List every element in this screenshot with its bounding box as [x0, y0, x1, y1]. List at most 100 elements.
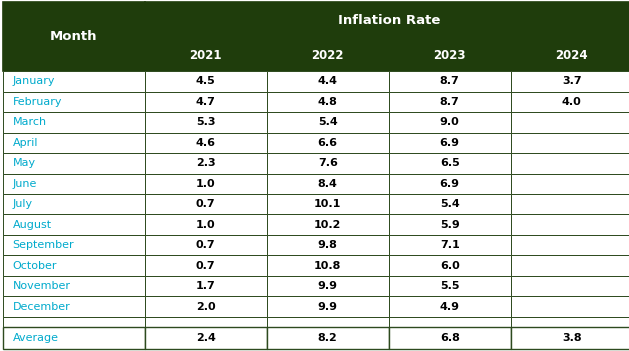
Text: 0.7: 0.7: [196, 240, 216, 250]
Text: 2021: 2021: [189, 49, 222, 62]
Text: 8.7: 8.7: [440, 97, 460, 107]
Bar: [267, 276, 389, 296]
Text: April: April: [13, 138, 38, 148]
Bar: [511, 133, 629, 153]
Text: 6.9: 6.9: [440, 138, 460, 148]
Bar: [267, 235, 389, 256]
Bar: [3, 296, 145, 317]
Text: 2.3: 2.3: [196, 158, 216, 168]
Text: 8.2: 8.2: [318, 333, 338, 343]
Text: 1.0: 1.0: [196, 220, 216, 230]
Text: January: January: [13, 77, 55, 86]
Text: 6.6: 6.6: [318, 138, 338, 148]
Bar: [3, 2, 145, 71]
Bar: [389, 40, 511, 71]
Text: 9.9: 9.9: [318, 302, 338, 312]
Bar: [389, 317, 511, 327]
Bar: [145, 153, 267, 173]
Text: 5.4: 5.4: [440, 199, 460, 209]
Bar: [267, 133, 389, 153]
Bar: [145, 133, 267, 153]
Text: 6.8: 6.8: [440, 333, 460, 343]
Bar: [511, 92, 629, 112]
Bar: [3, 71, 145, 92]
Text: 2.0: 2.0: [196, 302, 216, 312]
Bar: [145, 173, 267, 194]
Text: May: May: [13, 158, 36, 168]
Text: November: November: [13, 281, 70, 291]
Bar: [389, 112, 511, 133]
Bar: [511, 112, 629, 133]
Bar: [3, 153, 145, 173]
Bar: [511, 194, 629, 214]
Bar: [389, 214, 511, 235]
Bar: [511, 276, 629, 296]
Bar: [145, 194, 267, 214]
Bar: [389, 256, 511, 276]
Text: Inflation Rate: Inflation Rate: [338, 14, 440, 27]
Text: Month: Month: [50, 30, 97, 43]
Text: 4.9: 4.9: [440, 302, 460, 312]
Text: 4.6: 4.6: [196, 138, 216, 148]
Text: 4.0: 4.0: [562, 97, 582, 107]
Text: October: October: [13, 261, 57, 271]
Bar: [389, 71, 511, 92]
Bar: [267, 112, 389, 133]
Text: 10.2: 10.2: [314, 220, 342, 230]
Text: 5.3: 5.3: [196, 117, 216, 127]
Text: 6.9: 6.9: [440, 179, 460, 189]
Text: 5.4: 5.4: [318, 117, 338, 127]
Bar: [3, 276, 145, 296]
Bar: [511, 153, 629, 173]
Bar: [389, 327, 511, 349]
Text: 4.4: 4.4: [318, 77, 338, 86]
Text: 3.8: 3.8: [562, 333, 582, 343]
Bar: [267, 194, 389, 214]
Bar: [145, 92, 267, 112]
Bar: [3, 327, 145, 349]
Text: 1.7: 1.7: [196, 281, 216, 291]
Text: 5.9: 5.9: [440, 220, 460, 230]
Text: 6.0: 6.0: [440, 261, 460, 271]
Bar: [511, 327, 629, 349]
Bar: [145, 71, 267, 92]
Bar: [267, 40, 389, 71]
Text: 8.7: 8.7: [440, 77, 460, 86]
Text: Average: Average: [13, 333, 58, 343]
Text: 9.8: 9.8: [318, 240, 338, 250]
Text: 1.0: 1.0: [196, 179, 216, 189]
Bar: [145, 112, 267, 133]
Bar: [389, 92, 511, 112]
Bar: [389, 296, 511, 317]
Bar: [145, 296, 267, 317]
Text: 4.8: 4.8: [318, 97, 338, 107]
Bar: [267, 214, 389, 235]
Bar: [389, 194, 511, 214]
Bar: [267, 153, 389, 173]
Bar: [145, 256, 267, 276]
Text: July: July: [13, 199, 33, 209]
Bar: [145, 40, 267, 71]
Bar: [3, 317, 145, 327]
Text: 2023: 2023: [433, 49, 466, 62]
Bar: [267, 317, 389, 327]
Text: December: December: [13, 302, 70, 312]
Text: 2.4: 2.4: [196, 333, 216, 343]
Text: March: March: [13, 117, 47, 127]
Bar: [3, 92, 145, 112]
Bar: [267, 296, 389, 317]
Text: 9.9: 9.9: [318, 281, 338, 291]
Text: 10.8: 10.8: [314, 261, 342, 271]
Bar: [145, 235, 267, 256]
Bar: [389, 276, 511, 296]
Text: 4.5: 4.5: [196, 77, 216, 86]
Text: 0.7: 0.7: [196, 199, 216, 209]
Bar: [511, 173, 629, 194]
Bar: [3, 214, 145, 235]
Bar: [511, 317, 629, 327]
Text: 2022: 2022: [311, 49, 344, 62]
Text: September: September: [13, 240, 74, 250]
Bar: [145, 317, 267, 327]
Bar: [145, 276, 267, 296]
Text: 7.1: 7.1: [440, 240, 460, 250]
